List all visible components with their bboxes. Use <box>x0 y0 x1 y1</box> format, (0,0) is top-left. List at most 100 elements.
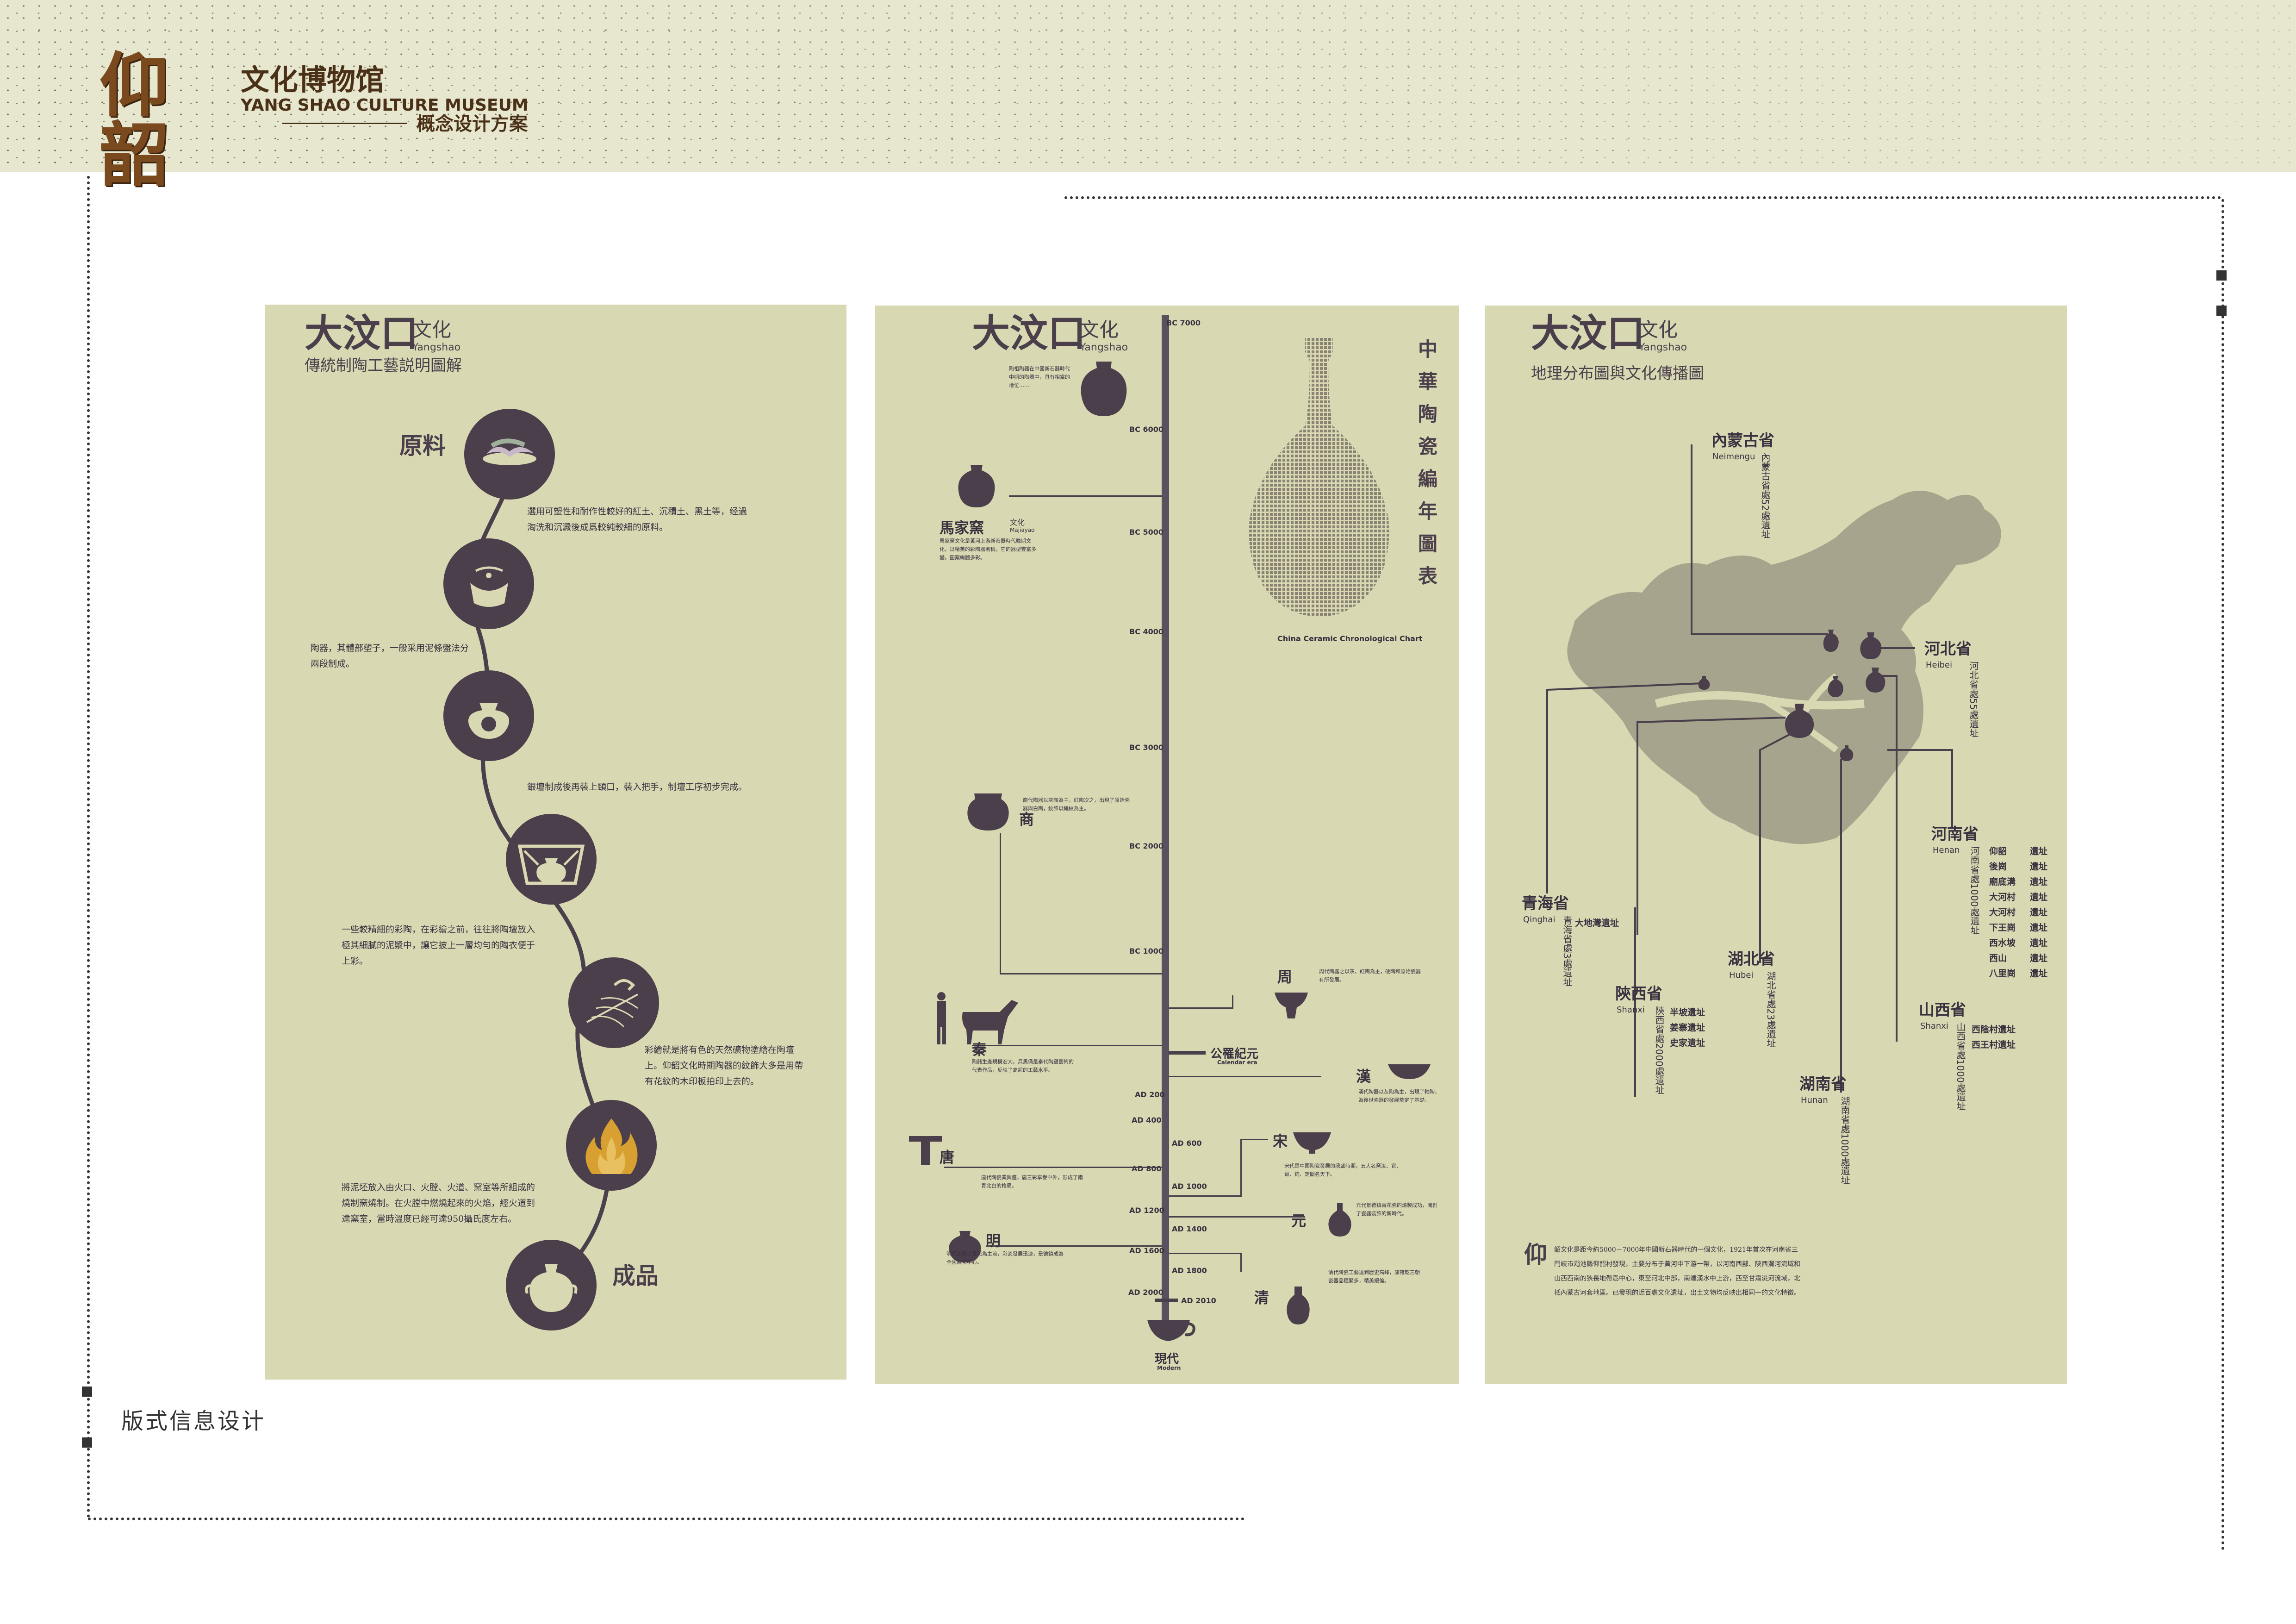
step-firing <box>566 1100 657 1191</box>
province-en: Neimengu <box>1712 452 1755 462</box>
step-painting <box>568 957 659 1048</box>
pottery-pot-icon <box>967 793 1009 831</box>
entry-name: 清 <box>1254 1289 1269 1306</box>
province-note: 青海省處3處遺址 <box>1562 916 1573 987</box>
pottery-jar-icon <box>958 465 995 507</box>
entry-name: 秦 <box>972 1041 987 1058</box>
entry-text: 宋代是中國陶瓷發展的鼎盛時期，五大名窯汝、官、哥、鈞、定聞名天下。 <box>1284 1163 1401 1177</box>
header-fade <box>0 0 2296 172</box>
province-en: Qinghai <box>1523 915 1556 924</box>
site-suffix: 遺址 <box>2030 923 2048 933</box>
step-desc: 彩繪就是將有色的天然礦物塗繪在陶壇上。仰韶文化時期陶器的紋飾大多是用帶有花紋的木… <box>645 1045 803 1087</box>
entry-name: 現代 <box>1155 1352 1179 1366</box>
province-label: 陝西省 <box>1615 985 1662 1003</box>
entry-text: 馬家窯文化是黃河上游新石器時代晚期文化，以精美的彩陶器著稱，它的器型豐富多變，圖… <box>940 538 1036 561</box>
footer-label: 版式信息设计 <box>121 1408 266 1434</box>
calendar-era-label: 公罹紀元 <box>1210 1047 1259 1061</box>
entry-text: 元代景德鎮青花瓷的燒製成功，開創了瓷器裝飾的新時代。 <box>1356 1202 1437 1217</box>
panel-title-en: Yangshao <box>1639 342 1687 353</box>
entry-text: 唐代陶瓷業興盛，唐三彩享譽中外，形成了南青北白的格局。 <box>981 1174 1083 1189</box>
chart-title-en: China Ceramic Chronological Chart <box>1277 634 1423 643</box>
province-label: 河北省 <box>1924 640 1972 658</box>
pottery-vase-icon <box>1328 1203 1351 1237</box>
step-forming <box>443 538 534 629</box>
province-en: Shanxi <box>1920 1021 1948 1031</box>
logo-en-text: YANG SHAO CULTURE MUSEUM <box>241 96 529 115</box>
step-label: 原料 <box>399 432 446 459</box>
site-label: 大河村 <box>1989 907 2016 918</box>
timeline-connector <box>1169 1007 1233 1009</box>
province-label: 內蒙古省 <box>1711 431 1774 450</box>
step-label: 成品 <box>612 1262 659 1289</box>
timeline-connector <box>944 1167 1162 1168</box>
pottery-tripod-icon <box>1275 993 1308 1018</box>
site-label: 八里崗 <box>1989 968 2016 979</box>
site-suffix: 遺址 <box>2030 877 2048 887</box>
province-note: 山西省處1000處遺址 <box>1955 1022 1966 1111</box>
entry-text: 清代陶瓷工藝達到歷史高峰，康雍乾三朝瓷器品種繁多，精美絕倫。 <box>1328 1269 1420 1284</box>
panel-ceramic-chronology: 大汶口 文化 Yangshao BC 7000 BC 6000 BC 5000 … <box>875 306 1459 1384</box>
step-desc: 選用可塑性和耐作性較好的紅土、沉積土、黑土等，经過淘洗和沉澱後成爲較純較細的原料… <box>527 506 747 532</box>
province-en: Henan <box>1933 845 1960 855</box>
timeline-connector <box>1169 1195 1242 1197</box>
province-en: Hunan <box>1801 1095 1828 1105</box>
entry-en: Modern <box>1157 1365 1181 1371</box>
step-desc: 將泥坯放入由火口、火膛、火道、窯室等所組成的燒制窯燒制。在火膛中燃燒起來的火焰，… <box>342 1182 535 1224</box>
province-en: Shanxi <box>1617 1005 1645 1015</box>
panel-geographic-distribution: 大汶口 文化 Yangshao 地理分布圖與文化傳播圖 內蒙古省 <box>1485 306 2067 1384</box>
site-label: 後崗 <box>1989 862 2007 872</box>
panel-pottery-process: 大汶口 文化 Yangshao 傳統制陶工藝説明圖解 原料 選用可塑性和耐作性較… <box>265 305 846 1380</box>
tick-label: AD 1000 <box>1172 1182 1207 1191</box>
site-suffix: 遺址 <box>2030 892 2048 902</box>
tick-label: AD 1200 <box>1129 1206 1164 1215</box>
panel-title-en: Yangshao <box>412 342 461 353</box>
tick-label: BC 7000 <box>1166 319 1201 327</box>
site-label: 姜寨遺址 <box>1670 1023 1705 1033</box>
site-suffix: 遺址 <box>2030 938 2048 948</box>
province-en: Hubei <box>1729 970 1754 980</box>
tick-label: AD 200 <box>1135 1090 1165 1099</box>
timeline-connector <box>1240 1139 1242 1197</box>
entry-en: Majiayao <box>1010 527 1035 533</box>
site-label: 廟底溝 <box>1989 877 2016 887</box>
timeline-connector <box>1169 1216 1305 1218</box>
step-slip <box>506 814 597 905</box>
calendar-era-en: Calendar era <box>1217 1059 1257 1066</box>
pottery-jar-icon <box>949 1231 981 1262</box>
site-label: 大地灣遺址 <box>1575 918 1619 928</box>
tick-label: BC 6000 <box>1129 425 1164 434</box>
chart-title: 中華陶瓷編年圖表 <box>1418 338 1437 587</box>
entry-name: 漢 <box>1356 1068 1371 1085</box>
modern-teacup-icon <box>1147 1320 1195 1341</box>
site-label: 仰韶 <box>1989 846 2007 856</box>
province-label: 湖南省 <box>1799 1075 1847 1093</box>
intro-paragraph: 韶文化是距今約5000－7000年中國新石器時代的一個文化，1921年首次在河南… <box>1554 1246 1800 1297</box>
site-suffix: 遺址 <box>2030 846 2048 856</box>
panel-title-suffix: 文化 <box>1639 319 1678 341</box>
entry-text: 周代陶器之以灰、紅陶為主，硬陶和原始瓷器有所發展。 <box>1319 968 1421 983</box>
entry-name: 宋 <box>1273 1132 1288 1150</box>
province-note: 河北省處55處遺址 <box>1968 661 1979 738</box>
site-label: 西山 <box>1989 953 2007 963</box>
timeline-connector <box>1169 1076 1321 1077</box>
pottery-jar-icon <box>1081 362 1127 416</box>
site-suffix: 遺址 <box>2030 968 2048 979</box>
tick-label: AD 1400 <box>1172 1224 1207 1233</box>
entry-name: 商 <box>1019 811 1034 828</box>
timeline-connector <box>1000 833 1001 974</box>
step-finished <box>506 1240 597 1330</box>
tick-label: AD 800 <box>1132 1164 1162 1173</box>
site-suffix: 遺址 <box>2030 907 2048 918</box>
entry-suffix: 文化 <box>1010 518 1025 527</box>
province-note: 內蒙古省處52處遺址 <box>1760 453 1771 539</box>
frame-left-dots <box>87 176 90 1518</box>
frame-marker <box>2216 306 2227 316</box>
tick-label: BC 2000 <box>1129 842 1164 850</box>
timeline-connector <box>1232 995 1233 1009</box>
timeline-connector <box>1240 1139 1268 1140</box>
timeline-connector <box>972 1045 1162 1046</box>
site-label: 大河村 <box>1989 892 2016 902</box>
terracotta-warrior-horse-icon <box>937 992 1018 1044</box>
frame-marker <box>82 1437 92 1448</box>
timeline-axis <box>1162 315 1169 1338</box>
